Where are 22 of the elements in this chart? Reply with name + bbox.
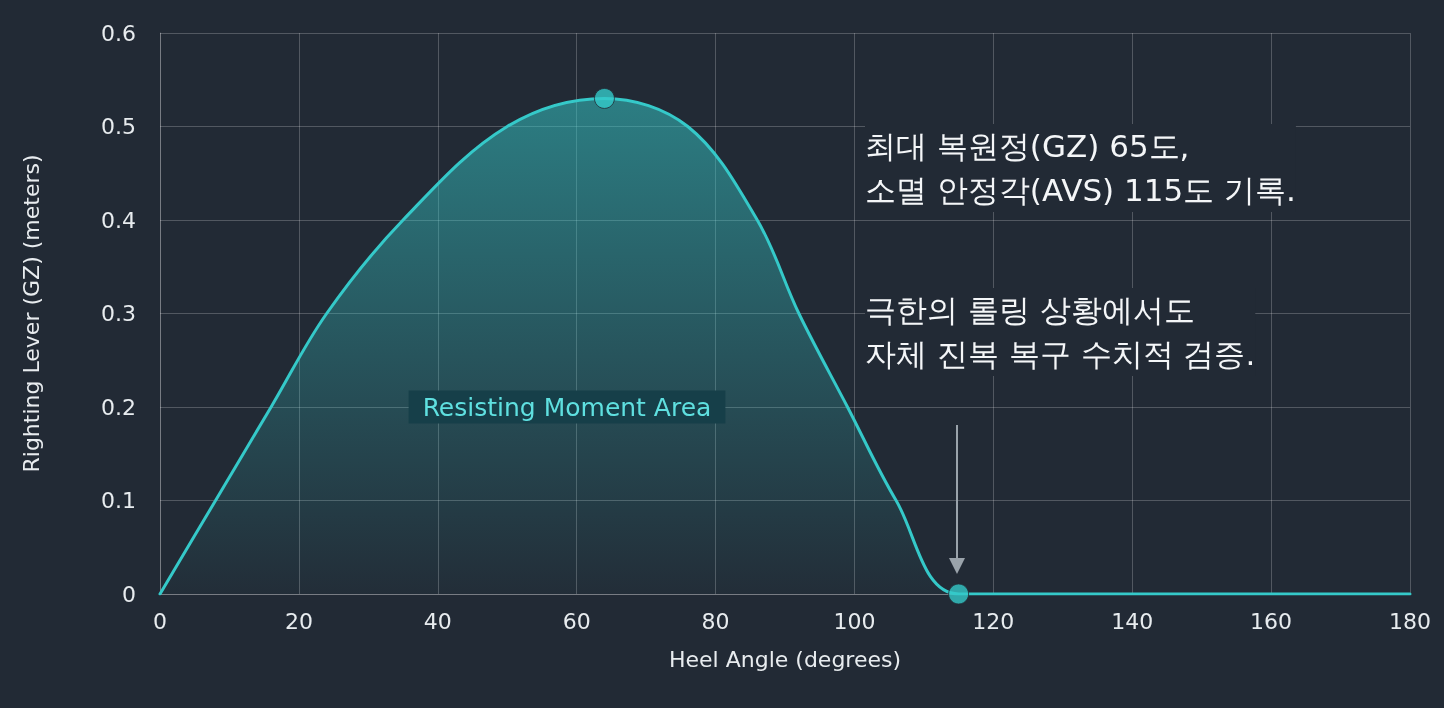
x-axis-title: Heel Angle (degrees) bbox=[668, 646, 902, 672]
x-tick-label: 160 bbox=[1250, 608, 1293, 634]
annotation: 최대 복원정(GZ) 65도, 소멸 안정각(AVS) 115도 기록. bbox=[865, 128, 1296, 208]
x-tick-label: 0 bbox=[153, 608, 167, 634]
annotation: 극한의 롤링 상황에서도 자체 진복 복구 수치적 검증. bbox=[865, 292, 1256, 372]
y-tick-label: 0 bbox=[122, 581, 136, 607]
y-tick-label: 0.1 bbox=[101, 488, 136, 513]
x-tick-label: 180 bbox=[1389, 608, 1431, 634]
annotation: Resisting Moment Area bbox=[422, 392, 712, 422]
y-tick-label: 0.6 bbox=[101, 20, 136, 46]
x-tick-label: 40 bbox=[423, 608, 452, 634]
x-tick-label: 120 bbox=[972, 608, 1015, 634]
y-tick-label: 0.4 bbox=[101, 207, 136, 233]
y-tick-label: 0.2 bbox=[101, 394, 136, 420]
x-tick-label: 140 bbox=[1111, 608, 1154, 634]
x-tick-label: 60 bbox=[562, 608, 591, 634]
x-tick-label: 100 bbox=[833, 608, 876, 634]
y-tick-label: 0.5 bbox=[101, 114, 136, 139]
x-tick-label: 80 bbox=[701, 608, 730, 634]
x-tick-label: 20 bbox=[284, 608, 313, 634]
y-axis-title: Righting Lever (GZ) (meters) bbox=[18, 154, 44, 473]
y-tick-label: 0.3 bbox=[101, 301, 136, 326]
